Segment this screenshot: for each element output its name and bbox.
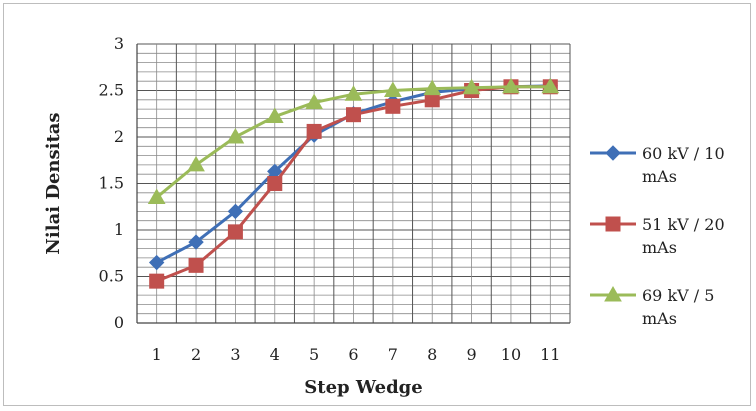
y-tick-label: 0.5 — [99, 267, 124, 286]
data-point-square — [605, 216, 621, 232]
y-tick-label: 1.5 — [99, 174, 124, 193]
data-point-diamond — [227, 203, 244, 220]
data-point-square — [385, 98, 401, 114]
data-point-triangle — [305, 93, 323, 110]
data-point-square — [149, 273, 165, 289]
chart-frame — [3, 3, 751, 406]
y-tick-label: 0 — [114, 313, 124, 332]
data-point-triangle — [423, 79, 442, 96]
chart-axes: 0 0.5 1 1.5 2 2.5 3 1 2 3 4 5 6 7 8 9 10 11 — [99, 34, 570, 364]
x-tick-label: 9 — [466, 345, 476, 364]
data-point-triangle — [187, 155, 205, 172]
data-point-triangle — [462, 78, 481, 95]
x-tick-label: 5 — [309, 345, 319, 364]
y-tick-label: 1 — [114, 220, 124, 239]
data-point-diamond — [605, 145, 621, 161]
data-point-square — [227, 224, 243, 240]
chart-legend: 60 kV / 10 mAs 51 kV / 20 mAs 69 kV / 5 mAs — [590, 144, 725, 328]
series-group — [147, 77, 560, 204]
data-point-square — [267, 176, 283, 191]
y-tick-label: 2.5 — [99, 81, 124, 100]
legend-item: 69 kV / 5 mAs — [590, 285, 714, 328]
x-tick-label: 11 — [540, 345, 560, 364]
legend-label: 51 kV / 20 — [642, 215, 725, 234]
x-tick-label: 4 — [270, 345, 280, 364]
data-point-triangle — [384, 81, 402, 97]
x-tick-label: 7 — [388, 345, 398, 364]
x-tick-label: 3 — [230, 345, 240, 364]
legend-label: 60 kV / 10 — [642, 144, 725, 163]
data-point-triangle — [147, 188, 166, 204]
legend-item: 60 kV / 10 mAs — [590, 144, 725, 186]
data-point-diamond — [148, 254, 165, 271]
x-tick-label: 8 — [427, 345, 437, 364]
legend-label: mAs — [642, 309, 677, 328]
x-tick-label: 6 — [348, 345, 358, 364]
data-point-triangle — [541, 77, 560, 94]
legend-item: 51 kV / 20 mAs — [590, 215, 725, 257]
y-tick-label: 2 — [114, 127, 124, 146]
x-tick-label: 10 — [501, 345, 521, 364]
legend-label: mAs — [642, 167, 677, 186]
x-axis-title: Step Wedge — [304, 377, 422, 398]
data-point-triangle — [502, 77, 520, 94]
data-point-square — [188, 257, 204, 273]
data-point-triangle — [344, 85, 363, 101]
x-tick-label: 2 — [191, 345, 201, 364]
data-point-triangle — [604, 285, 622, 302]
y-axis-title: Nilai Densitas — [43, 112, 64, 254]
data-point-square — [346, 107, 361, 123]
data-point-triangle — [226, 127, 245, 144]
chart-series — [147, 77, 560, 289]
legend-label: 69 kV / 5 — [642, 286, 714, 305]
y-tick-label: 3 — [114, 34, 124, 53]
legend-label: mAs — [642, 238, 677, 257]
data-point-diamond — [188, 234, 204, 250]
x-tick-label: 1 — [152, 345, 162, 364]
data-point-triangle — [265, 107, 284, 124]
data-point-square — [306, 123, 322, 139]
